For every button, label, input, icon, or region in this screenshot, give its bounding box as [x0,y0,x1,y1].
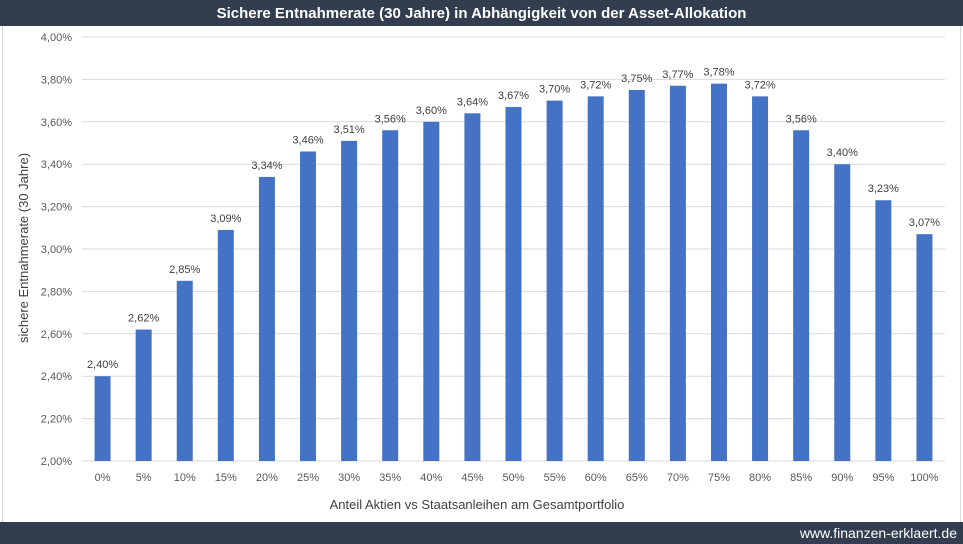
data-label: 3,60% [416,105,447,117]
data-label: 3,72% [580,79,611,91]
data-label: 2,40% [87,359,118,371]
x-tick-label: 100% [910,472,938,484]
bar [341,140,358,461]
bar [710,83,727,461]
footer-site: www.finanzen-erklaert.de [799,525,957,541]
x-tick-label: 95% [872,472,894,484]
bar [258,176,275,462]
x-tick-label: 30% [338,472,360,484]
bar [135,329,152,461]
y-axis-ticks: 2,00% 2,20% 2,40% 2,60% 2,80% 3,00% 3,20% 3,40%… [41,32,72,468]
data-label: 2,62% [128,313,159,325]
data-labels: 2,40% 2,62% 2,85% 3,09% 3,34% 3,46% 3,51% 3,56%… [87,67,940,372]
chart-frame [2,26,961,522]
bar [834,164,851,461]
x-tick-label: 45% [461,472,483,484]
footer-bar: www.finanzen-erklaert.de [0,522,963,544]
bar [875,200,892,462]
x-tick-label: 40% [420,472,442,484]
x-axis-title: Anteil Aktien vs Staatsanleihen am Gesam… [330,497,625,512]
x-tick-label: 55% [544,472,566,484]
y-tick-label: 3,60% [41,117,72,129]
x-tick-label: 75% [708,472,730,484]
x-tick-label: 65% [626,472,648,484]
x-tick-label: 85% [790,472,812,484]
data-label: 3,70% [539,84,570,96]
data-label: 3,75% [621,73,652,85]
data-label: 3,72% [744,79,775,91]
bars [94,83,933,462]
bar [217,229,234,461]
y-tick-label: 2,60% [41,329,72,341]
x-tick-label: 90% [831,472,853,484]
bar [546,100,563,461]
bar [464,113,481,461]
bar [505,106,522,462]
bar [176,280,193,461]
data-label: 3,09% [210,213,241,225]
y-tick-label: 3,20% [41,202,72,214]
x-tick-label: 10% [174,472,196,484]
y-axis-title: sichere Entnahmerate (30 Jahre) [16,153,31,343]
data-label: 3,23% [868,183,899,195]
x-tick-label: 35% [379,472,401,484]
x-tick-label: 50% [502,472,524,484]
data-label: 3,34% [251,160,282,172]
data-label: 3,77% [662,69,693,81]
bar [916,234,933,461]
y-tick-label: 3,80% [41,74,72,86]
chart-title: Sichere Entnahmerate (30 Jahre) in Abhän… [0,0,963,26]
x-tick-label: 15% [215,472,237,484]
y-tick-label: 3,40% [41,159,72,171]
bar [94,376,111,461]
y-tick-label: 3,00% [41,244,72,256]
bar-chart: 2,00% 2,20% 2,40% 2,60% 2,80% 3,00% 3,20% 3,40%… [16,32,945,512]
data-label: 3,56% [375,113,406,125]
x-tick-label: 5% [136,472,152,484]
bar [752,96,769,462]
bar [628,90,645,461]
bar [669,85,686,461]
bar [382,130,399,461]
x-tick-label: 80% [749,472,771,484]
x-tick-label: 25% [297,472,319,484]
y-tick-label: 2,80% [41,286,72,298]
x-tick-label: 60% [585,472,607,484]
bar [793,130,810,461]
data-label: 3,07% [909,217,940,229]
x-tick-label: 70% [667,472,689,484]
bar [300,151,317,462]
data-label: 3,56% [786,113,817,125]
data-label: 3,40% [827,147,858,159]
y-tick-label: 4,00% [41,32,72,44]
data-label: 2,85% [169,264,200,276]
x-tick-label: 0% [95,472,111,484]
y-tick-label: 2,00% [41,456,72,468]
y-tick-label: 2,40% [41,371,72,383]
bar [423,121,440,462]
y-tick-label: 2,20% [41,414,72,426]
data-label: 3,78% [703,67,734,79]
data-label: 3,67% [498,90,529,102]
x-axis-ticks: 0% 5% 10% 15% 20% 25% 30% 35% 40% 45% 50% 55% 60% 65%… [95,472,939,484]
data-label: 3,46% [292,134,323,146]
data-label: 3,51% [334,124,365,136]
bar [587,96,604,462]
data-label: 3,64% [457,96,488,108]
x-tick-label: 20% [256,472,278,484]
